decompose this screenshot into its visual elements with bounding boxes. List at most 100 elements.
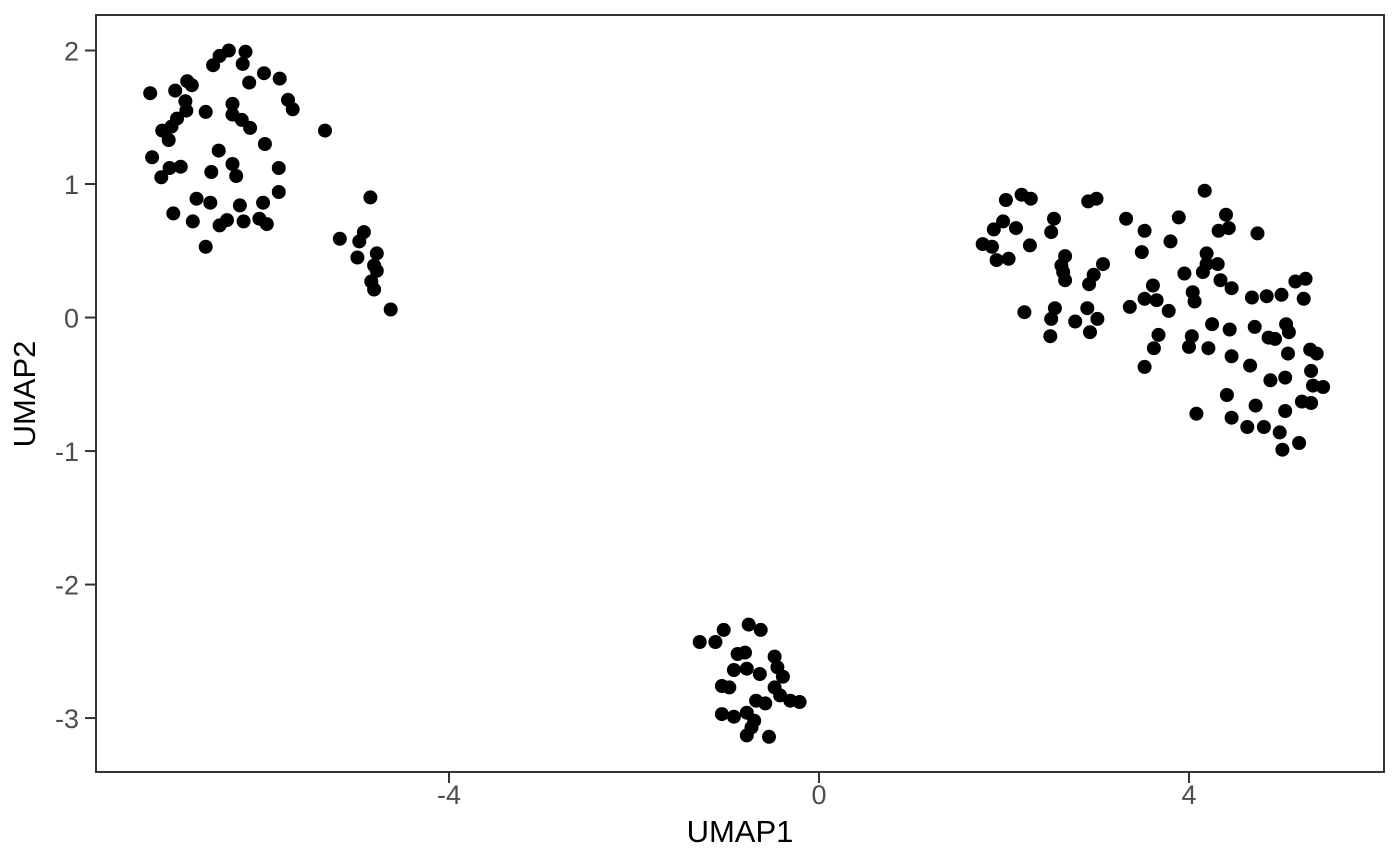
x-tick-label: 4 <box>1181 780 1196 810</box>
data-point <box>1177 266 1192 281</box>
data-point <box>232 198 247 213</box>
data-point <box>1146 341 1161 356</box>
data-point <box>1224 281 1239 296</box>
data-point <box>369 263 384 278</box>
data-point <box>739 728 754 743</box>
data-point <box>758 696 773 711</box>
data-point <box>1278 370 1293 385</box>
data-point <box>235 56 250 71</box>
data-point <box>363 190 378 205</box>
data-point <box>1137 359 1152 374</box>
data-point <box>1248 398 1263 413</box>
data-point <box>1304 363 1319 378</box>
data-point <box>985 239 999 254</box>
data-point <box>229 169 244 183</box>
y-axis-ticks <box>85 49 96 720</box>
data-point <box>998 193 1013 207</box>
data-point <box>739 661 754 676</box>
data-point <box>1281 346 1295 361</box>
data-point <box>1316 380 1331 394</box>
data-point <box>1187 294 1202 309</box>
data-point <box>236 214 251 229</box>
data-point <box>238 44 253 59</box>
data-point <box>1205 317 1220 332</box>
data-point <box>1182 339 1196 354</box>
data-point <box>285 102 300 117</box>
data-point <box>1296 291 1311 306</box>
data-point <box>1023 191 1038 206</box>
y-tick-label: -2 <box>55 571 79 601</box>
data-point <box>741 617 756 632</box>
data-point <box>1096 257 1110 272</box>
data-point <box>767 649 782 664</box>
data-point <box>708 635 723 649</box>
y-axis-title: UMAP2 <box>7 341 42 448</box>
data-point <box>1199 246 1214 261</box>
data-point <box>143 86 158 101</box>
data-point <box>198 239 213 254</box>
data-point <box>1044 311 1059 326</box>
data-point <box>1161 303 1176 318</box>
data-point <box>206 58 221 73</box>
data-point <box>1292 436 1307 450</box>
data-point <box>1068 314 1083 329</box>
data-point <box>154 170 169 185</box>
data-point <box>716 622 731 637</box>
data-point <box>225 157 240 171</box>
data-point <box>1083 325 1097 340</box>
data-point <box>225 96 240 111</box>
data-point <box>203 195 218 210</box>
data-point <box>1058 273 1073 288</box>
data-point <box>1043 329 1058 344</box>
y-tick-label: -3 <box>55 704 79 734</box>
data-point <box>1224 410 1239 425</box>
data-point <box>1195 265 1210 280</box>
data-point <box>162 161 177 175</box>
y-tick-label: 2 <box>64 37 79 67</box>
data-point <box>722 680 737 695</box>
data-point <box>257 66 271 81</box>
data-point <box>692 635 707 649</box>
data-point <box>332 231 347 246</box>
data-point <box>1082 277 1097 292</box>
data-point <box>367 282 382 297</box>
data-point <box>1201 341 1216 356</box>
data-point <box>1219 388 1234 402</box>
data-point <box>1298 271 1313 286</box>
data-point <box>1197 183 1212 198</box>
data-point <box>1243 358 1258 373</box>
data-point <box>271 185 286 199</box>
data-point <box>350 250 365 265</box>
data-point <box>1044 225 1059 240</box>
data-point <box>257 137 272 151</box>
data-point <box>1080 301 1095 316</box>
data-point <box>1281 325 1296 340</box>
data-point <box>168 83 183 98</box>
scatter-points <box>143 43 1331 744</box>
data-point <box>1210 257 1225 272</box>
data-point <box>1137 223 1152 238</box>
data-point <box>259 217 274 232</box>
data-point <box>1272 425 1287 440</box>
x-axis-tick-labels: -4 0 4 <box>437 780 1197 810</box>
data-point <box>726 663 741 677</box>
data-point <box>1151 327 1166 342</box>
data-point <box>1263 373 1278 388</box>
data-point <box>1047 301 1062 316</box>
data-point <box>1221 221 1236 236</box>
data-point <box>145 150 160 165</box>
data-point <box>271 161 286 175</box>
data-point <box>986 222 1001 237</box>
data-point <box>1219 207 1233 222</box>
y-tick-label: 1 <box>64 170 79 200</box>
data-point <box>762 729 776 744</box>
x-tick-label: -4 <box>437 780 461 810</box>
data-point <box>1022 238 1037 253</box>
data-point <box>1256 420 1271 434</box>
data-point <box>383 302 398 317</box>
data-point <box>185 214 200 229</box>
data-point <box>1278 404 1293 418</box>
data-point <box>220 213 234 228</box>
data-point <box>173 159 188 174</box>
